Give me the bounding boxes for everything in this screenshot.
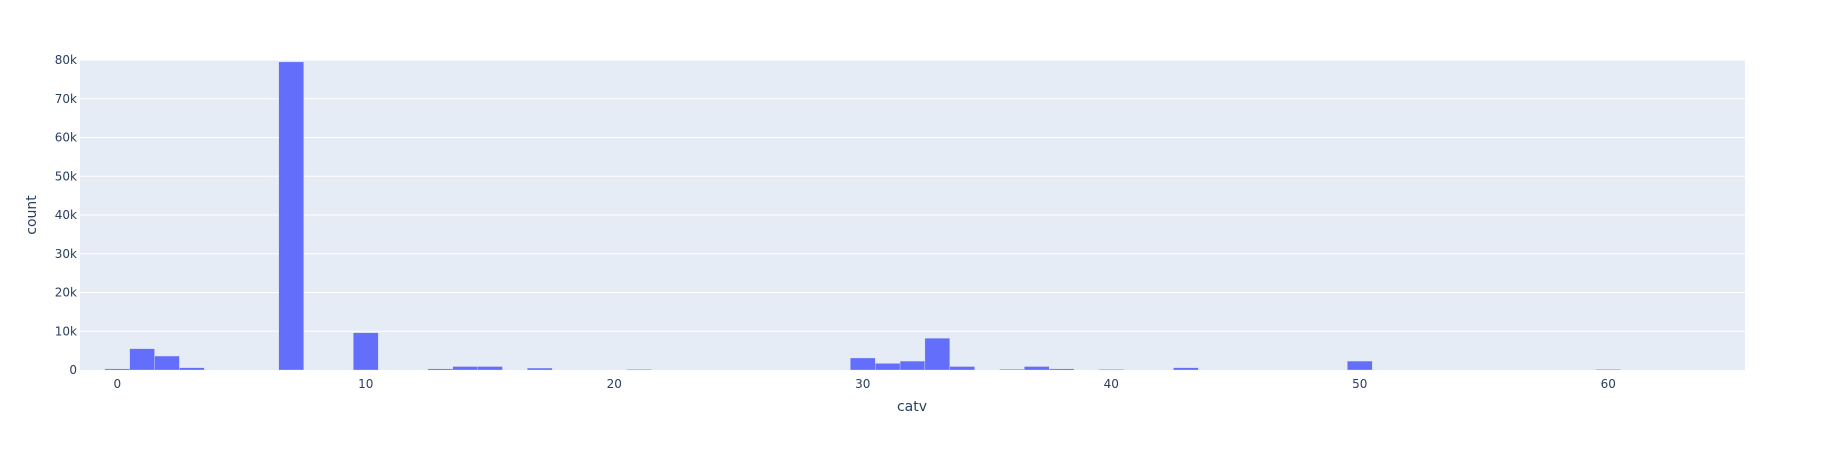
y-tick-label: 0	[69, 363, 77, 377]
histogram-bar	[353, 332, 379, 371]
histogram-bar	[999, 369, 1025, 371]
histogram-bar	[899, 360, 926, 371]
histogram-bar	[477, 366, 503, 371]
histogram-bar	[527, 367, 553, 371]
y-tick-label: 50k	[55, 169, 77, 183]
x-tick-label: 30	[855, 377, 870, 391]
histogram-bar	[1173, 367, 1199, 371]
histogram-bar	[179, 367, 205, 371]
histogram-bar	[924, 338, 950, 371]
y-tick-label: 20k	[55, 286, 77, 300]
histogram-bar	[1024, 366, 1050, 371]
grid-lines	[80, 59, 1745, 332]
x-tick-label: 40	[1104, 377, 1119, 391]
y-tick-label: 80k	[55, 53, 77, 67]
histogram-bar	[626, 369, 652, 371]
histogram-bar	[949, 366, 975, 371]
x-axis-title: catv	[897, 399, 927, 415]
y-axis-title: count	[24, 195, 40, 235]
histogram-bar	[1049, 368, 1075, 371]
y-tick-label: 30k	[55, 247, 77, 261]
histogram-bar	[427, 368, 453, 371]
histogram-bar	[1347, 360, 1373, 371]
histogram-bar	[278, 61, 304, 371]
y-tick-label: 40k	[55, 208, 77, 222]
bars	[104, 61, 1621, 371]
y-tick-label: 70k	[55, 92, 77, 106]
histogram-bar	[452, 366, 478, 371]
x-tick-label: 0	[113, 377, 121, 391]
histogram-bar	[104, 368, 130, 371]
histogram-bar	[875, 363, 901, 371]
histogram-bar	[850, 357, 876, 371]
histogram-bar	[154, 355, 180, 371]
histogram-bar	[1098, 369, 1124, 371]
x-tick-label: 10	[358, 377, 373, 391]
x-tick-label: 20	[607, 377, 622, 391]
histogram-bar	[129, 348, 155, 371]
x-tick-label: 60	[1601, 377, 1616, 391]
y-tick-label: 10k	[55, 324, 77, 338]
histogram-bar	[1595, 369, 1621, 371]
y-axis-tick-labels: 0 10k 20k 30k 40k 50k 60k 70k 80k	[55, 53, 77, 377]
y-tick-label: 60k	[55, 131, 77, 145]
x-tick-label: 50	[1352, 377, 1367, 391]
x-axis-tick-labels: 0 10 20 30 40 50 60	[113, 377, 1616, 391]
